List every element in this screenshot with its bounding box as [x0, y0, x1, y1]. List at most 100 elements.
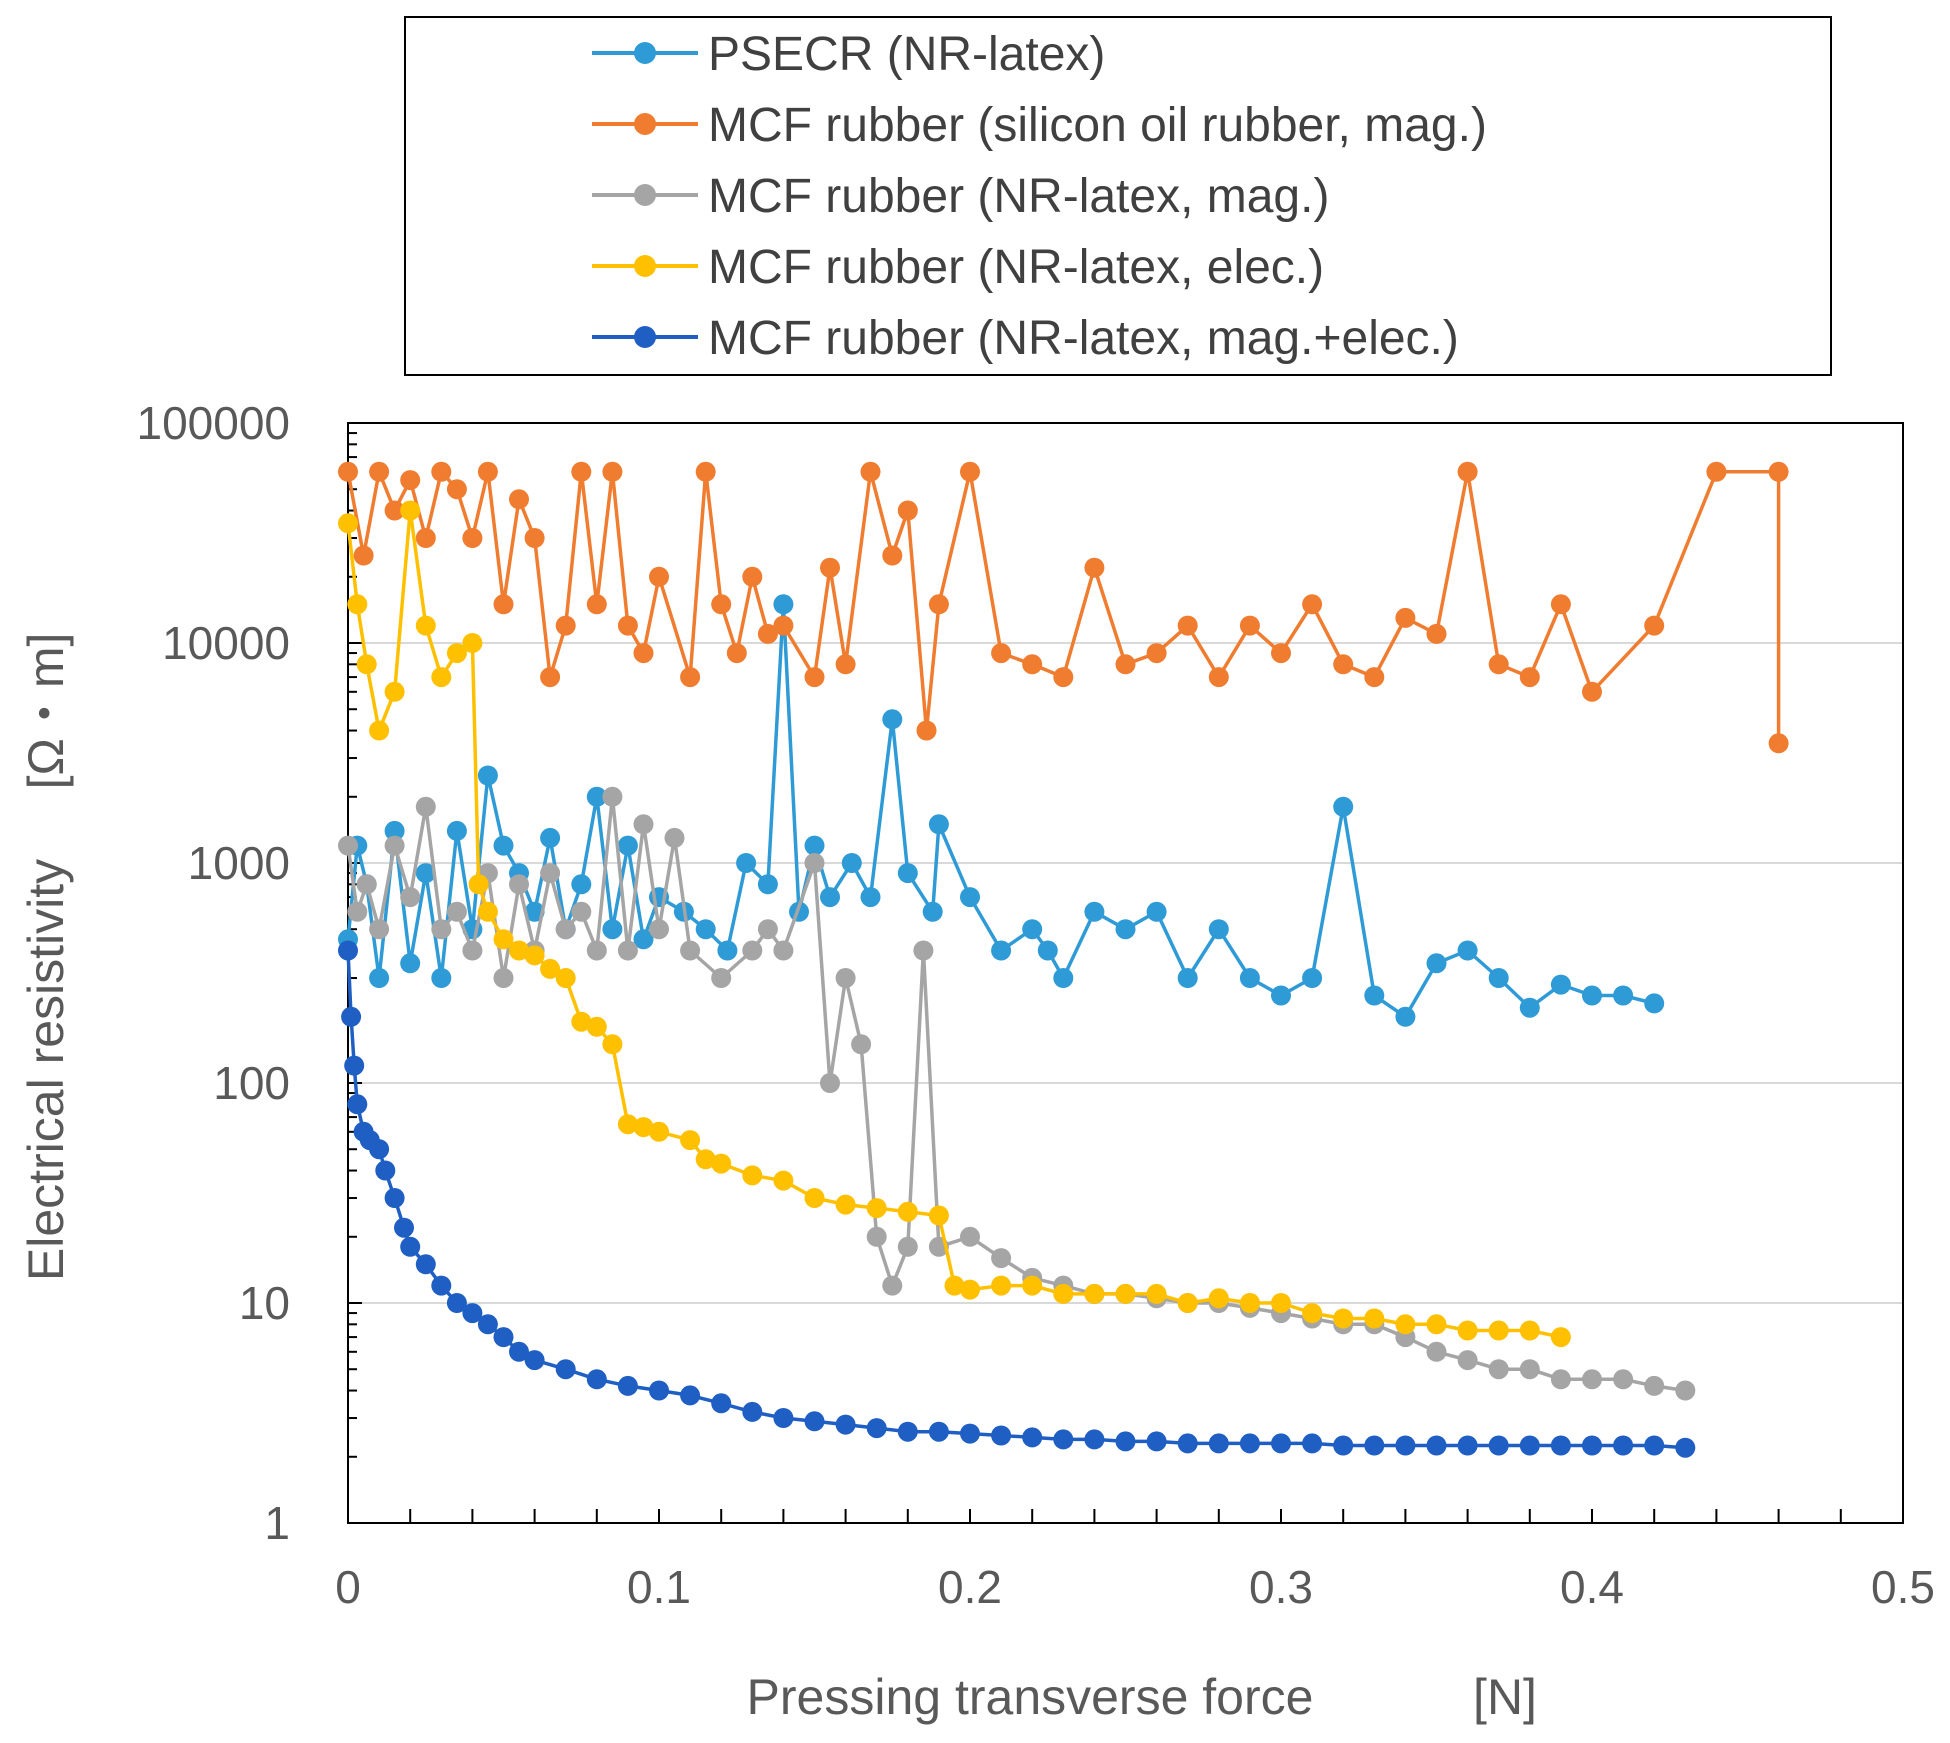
- data-point: [695, 1149, 716, 1170]
- data-point: [347, 594, 368, 615]
- data-point: [468, 874, 489, 895]
- legend-entry: MCF rubber (NR-latex, mag.+elec.): [592, 312, 1459, 365]
- y-axis-unit: [Ω・m]: [18, 633, 74, 790]
- data-point: [1239, 1293, 1260, 1313]
- data-point: [400, 953, 421, 974]
- data-point: [1302, 1433, 1323, 1454]
- x-tick-label: 0: [335, 1561, 361, 1613]
- data-point: [617, 835, 638, 856]
- data-point: [1768, 461, 1789, 482]
- data-point: [804, 1188, 825, 1208]
- data-point: [1582, 681, 1602, 702]
- series-layer: [338, 461, 1789, 1458]
- data-point: [384, 681, 405, 702]
- data-point: [633, 643, 654, 664]
- data-point: [1395, 1314, 1416, 1335]
- data-point: [1084, 1429, 1105, 1450]
- data-point: [835, 968, 856, 988]
- data-point: [1115, 919, 1136, 940]
- data-point: [649, 566, 669, 587]
- data-point: [555, 1359, 576, 1380]
- data-point: [928, 594, 949, 615]
- data-point: [882, 709, 903, 730]
- data-point: [1644, 615, 1665, 636]
- data-point: [1582, 1369, 1602, 1390]
- data-point: [736, 853, 757, 873]
- data-point: [711, 594, 732, 615]
- data-point: [369, 720, 390, 741]
- legend-marker: [634, 255, 656, 277]
- data-point: [1239, 968, 1260, 988]
- data-point: [617, 1114, 638, 1135]
- data-point: [1302, 1303, 1323, 1324]
- data-point: [1053, 1429, 1074, 1450]
- data-point: [928, 1421, 949, 1442]
- data-point: [1426, 1435, 1447, 1456]
- data-point: [1177, 968, 1198, 988]
- data-point: [841, 853, 862, 873]
- data-point: [835, 654, 856, 675]
- data-point: [1675, 1437, 1696, 1458]
- data-point: [897, 863, 918, 884]
- data-point: [369, 968, 390, 988]
- data-point: [369, 1139, 390, 1160]
- data-point: [960, 1279, 980, 1300]
- data-point: [1208, 919, 1229, 940]
- data-point: [1333, 1308, 1354, 1329]
- data-point: [1426, 1341, 1447, 1362]
- data-point: [804, 835, 825, 856]
- data-point: [446, 643, 467, 664]
- data-point: [431, 667, 452, 688]
- data-point: [960, 461, 980, 482]
- data-point: [1239, 615, 1260, 636]
- data-point: [1146, 901, 1167, 922]
- data-point: [431, 968, 452, 988]
- data-point: [571, 461, 592, 482]
- data-point: [1519, 997, 1540, 1018]
- data-point: [1519, 1359, 1540, 1380]
- data-point: [356, 874, 377, 895]
- data-point: [540, 827, 561, 848]
- data-point: [338, 513, 358, 534]
- legend-label: MCF rubber (NR-latex, mag.+elec.): [708, 312, 1459, 365]
- data-point: [1457, 940, 1478, 961]
- data-point: [1550, 1369, 1571, 1390]
- data-point: [446, 820, 467, 841]
- data-point: [338, 835, 358, 856]
- data-point: [1053, 1283, 1074, 1304]
- data-point: [1644, 1375, 1665, 1396]
- data-point: [462, 528, 483, 548]
- data-point: [1053, 667, 1074, 688]
- data-point: [1582, 1435, 1602, 1456]
- data-point: [369, 461, 390, 482]
- data-point: [717, 940, 738, 961]
- data-point: [571, 1011, 592, 1032]
- data-point: [384, 835, 405, 856]
- data-point: [991, 1248, 1012, 1269]
- data-point: [1488, 1359, 1509, 1380]
- data-point: [586, 1369, 607, 1390]
- data-point: [394, 1217, 414, 1238]
- data-point: [369, 919, 390, 940]
- data-point: [742, 940, 763, 961]
- data-point: [1037, 940, 1058, 961]
- x-tick-label: 0.5: [1871, 1561, 1935, 1613]
- x-axis-title: Pressing transverse force: [747, 1669, 1314, 1725]
- data-point: [991, 1425, 1012, 1446]
- data-point: [773, 594, 794, 615]
- data-point: [711, 968, 732, 988]
- y-tick-label: 1000: [188, 837, 290, 889]
- data-point: [1208, 1288, 1229, 1309]
- legend-marker: [634, 42, 656, 64]
- data-point: [866, 1226, 887, 1247]
- data-point: [462, 633, 483, 653]
- legend-marker: [634, 184, 656, 206]
- data-point: [344, 1055, 365, 1076]
- data-point: [1457, 1435, 1478, 1456]
- data-point: [375, 1160, 396, 1181]
- data-point: [1613, 1369, 1634, 1390]
- data-point: [446, 901, 467, 922]
- x-axis-unit: [N]: [1473, 1669, 1537, 1725]
- data-point: [571, 874, 592, 895]
- data-point: [820, 557, 840, 578]
